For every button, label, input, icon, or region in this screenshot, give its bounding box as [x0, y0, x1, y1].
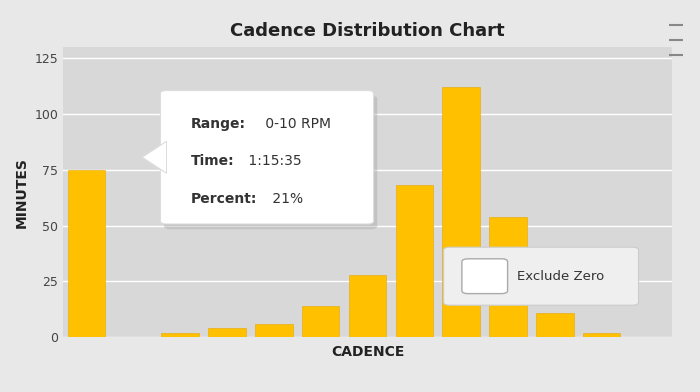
Text: 21%: 21% [267, 192, 302, 206]
FancyBboxPatch shape [160, 91, 374, 224]
Bar [489, 217, 527, 337]
Bar [583, 333, 620, 337]
Text: Percent:: Percent: [191, 192, 258, 206]
X-axis label: CADENCE: CADENCE [331, 345, 404, 359]
FancyBboxPatch shape [167, 143, 178, 172]
FancyBboxPatch shape [444, 247, 638, 305]
Bar [255, 324, 293, 337]
Text: Range:: Range: [191, 117, 246, 131]
Text: Exclude Zero: Exclude Zero [517, 270, 604, 283]
Title: Cadence Distribution Chart: Cadence Distribution Chart [230, 22, 505, 40]
Polygon shape [142, 142, 167, 173]
FancyBboxPatch shape [462, 259, 507, 294]
Bar [162, 333, 199, 337]
Text: 0-10 RPM: 0-10 RPM [261, 117, 331, 131]
FancyBboxPatch shape [164, 96, 377, 229]
Text: 1:15:35: 1:15:35 [244, 154, 302, 169]
Bar [395, 185, 433, 337]
Bar [442, 87, 480, 337]
Bar [208, 328, 246, 337]
Y-axis label: MINUTES: MINUTES [15, 157, 29, 227]
Bar [302, 306, 340, 337]
Bar [68, 170, 105, 337]
Bar [536, 312, 573, 337]
Bar [349, 275, 386, 337]
Text: Time:: Time: [191, 154, 235, 169]
